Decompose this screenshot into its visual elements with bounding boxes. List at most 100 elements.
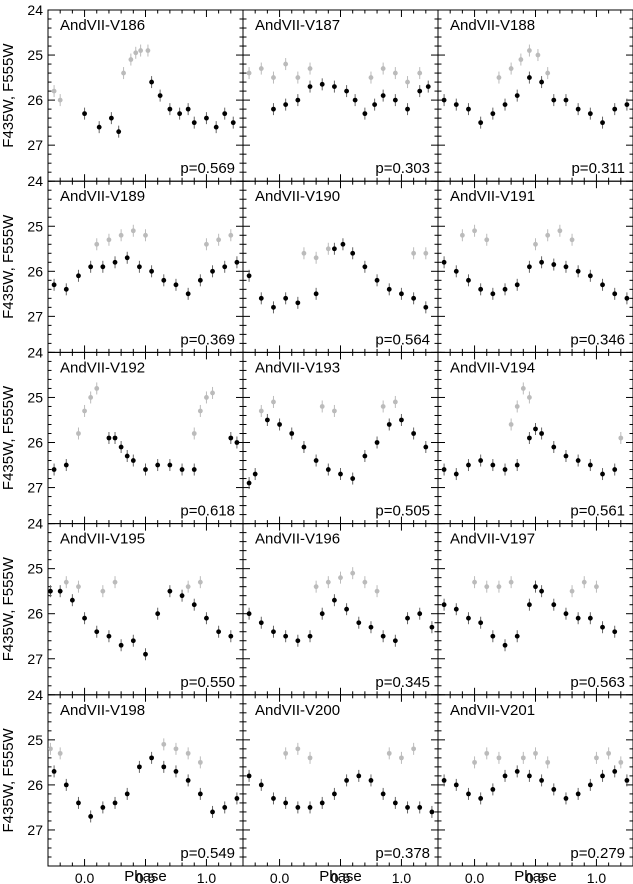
- f555w-point: [563, 97, 569, 103]
- f555w-point: [502, 102, 508, 108]
- f555w-point: [167, 106, 173, 112]
- panel-frame: [437, 523, 633, 696]
- f555w-point: [130, 458, 136, 463]
- f555w-point: [332, 597, 337, 603]
- f555w-point: [441, 778, 447, 783]
- panel-star-name: AndVII-V190: [255, 188, 340, 205]
- y-tick-label: 27: [27, 651, 43, 667]
- light-curve-panel: AndVII-V192 p=0.618 24 25 26 27 F435W, F555W: [0, 344, 244, 525]
- f555w-point: [527, 75, 532, 80]
- f435w-point: [161, 741, 167, 747]
- f555w-point: [362, 453, 368, 459]
- y-axis-label: F435W, F555W: [0, 556, 17, 661]
- f555w-point: [587, 615, 593, 621]
- f555w-point: [149, 755, 154, 761]
- f555w-point: [252, 471, 258, 477]
- f435w-point: [332, 408, 337, 414]
- f555w-point: [191, 467, 197, 472]
- f435w-point: [295, 75, 301, 80]
- f435w-point: [121, 70, 126, 76]
- y-tick-label: 26: [27, 606, 43, 622]
- f555w-point: [271, 629, 276, 635]
- f435w-point: [399, 755, 404, 761]
- f435w-point: [606, 750, 612, 756]
- f555w-point: [392, 800, 398, 806]
- light-curve-panel: AndVII-V201 p=0.279 0.0 0.5 1.0 Phase: [437, 694, 633, 884]
- f555w-point: [490, 111, 496, 117]
- f555w-point: [441, 97, 447, 103]
- f555w-point: [533, 426, 538, 432]
- panel-frame: [47, 351, 244, 525]
- f555w-point: [417, 805, 423, 810]
- f555w-point: [210, 809, 215, 815]
- x-tick-label: 1.0: [392, 870, 412, 884]
- f555w-point: [374, 440, 380, 445]
- f555w-point: [63, 462, 69, 468]
- f555w-point: [490, 291, 496, 297]
- f555w-point: [411, 295, 417, 301]
- f435w-point: [594, 755, 599, 761]
- f555w-point: [149, 268, 154, 274]
- f435w-point: [518, 57, 524, 62]
- f555w-point: [405, 106, 410, 112]
- f555w-point: [453, 268, 459, 274]
- f555w-point: [350, 476, 356, 481]
- f555w-point: [575, 458, 581, 463]
- y-axis-label: F435W, F555W: [0, 214, 17, 319]
- f555w-point: [82, 615, 87, 621]
- f555w-point: [478, 796, 484, 801]
- f435w-point: [594, 584, 599, 590]
- f555w-point: [563, 611, 569, 617]
- f435w-point: [133, 50, 139, 56]
- f435w-point: [527, 48, 532, 53]
- x-tick-label: 0.0: [75, 870, 95, 884]
- panel-frame: [242, 694, 439, 867]
- f555w-point: [502, 773, 508, 779]
- f435w-point: [88, 395, 94, 400]
- f435w-point: [283, 61, 289, 67]
- f435w-point: [484, 584, 490, 590]
- f435w-point: [472, 228, 477, 234]
- f555w-point: [112, 800, 118, 806]
- f435w-point: [130, 228, 136, 234]
- f555w-point: [575, 615, 581, 621]
- f555w-point: [527, 264, 532, 270]
- f435w-point: [128, 57, 134, 62]
- f435w-point: [459, 232, 465, 238]
- f435w-point: [533, 241, 538, 247]
- panel-star-name: AndVII-V195: [60, 531, 145, 548]
- f555w-point: [612, 768, 618, 774]
- panel-star-name: AndVII-V186: [60, 17, 145, 34]
- f555w-point: [417, 88, 423, 94]
- f435w-point: [313, 584, 319, 590]
- f555w-point: [100, 805, 106, 810]
- f555w-point: [350, 250, 356, 256]
- f555w-point: [453, 782, 459, 788]
- f555w-point: [246, 273, 252, 279]
- light-curve-panel: AndVII-V190 p=0.564: [242, 180, 439, 353]
- f555w-point: [307, 84, 313, 89]
- f435w-point: [143, 232, 148, 238]
- f435w-point: [508, 422, 514, 427]
- f555w-point: [210, 268, 215, 274]
- f555w-point: [466, 791, 471, 797]
- f555w-point: [399, 417, 404, 423]
- f555w-point: [246, 611, 252, 617]
- f555w-point: [429, 624, 435, 630]
- f555w-point: [307, 633, 313, 639]
- panel-period: p=0.345: [375, 674, 430, 691]
- f555w-point: [600, 282, 605, 288]
- f555w-point: [539, 259, 544, 265]
- f555w-point: [258, 295, 264, 301]
- f555w-point: [51, 282, 57, 288]
- y-tick-label: 27: [27, 822, 43, 838]
- f555w-point: [137, 264, 142, 270]
- f555w-point: [137, 764, 142, 770]
- y-tick-label: 25: [27, 389, 43, 405]
- f435w-point: [417, 70, 423, 76]
- y-tick-label: 25: [27, 218, 43, 234]
- f555w-point: [106, 633, 112, 639]
- f555w-point: [514, 462, 520, 468]
- f435w-point: [325, 246, 331, 252]
- f555w-point: [51, 467, 57, 472]
